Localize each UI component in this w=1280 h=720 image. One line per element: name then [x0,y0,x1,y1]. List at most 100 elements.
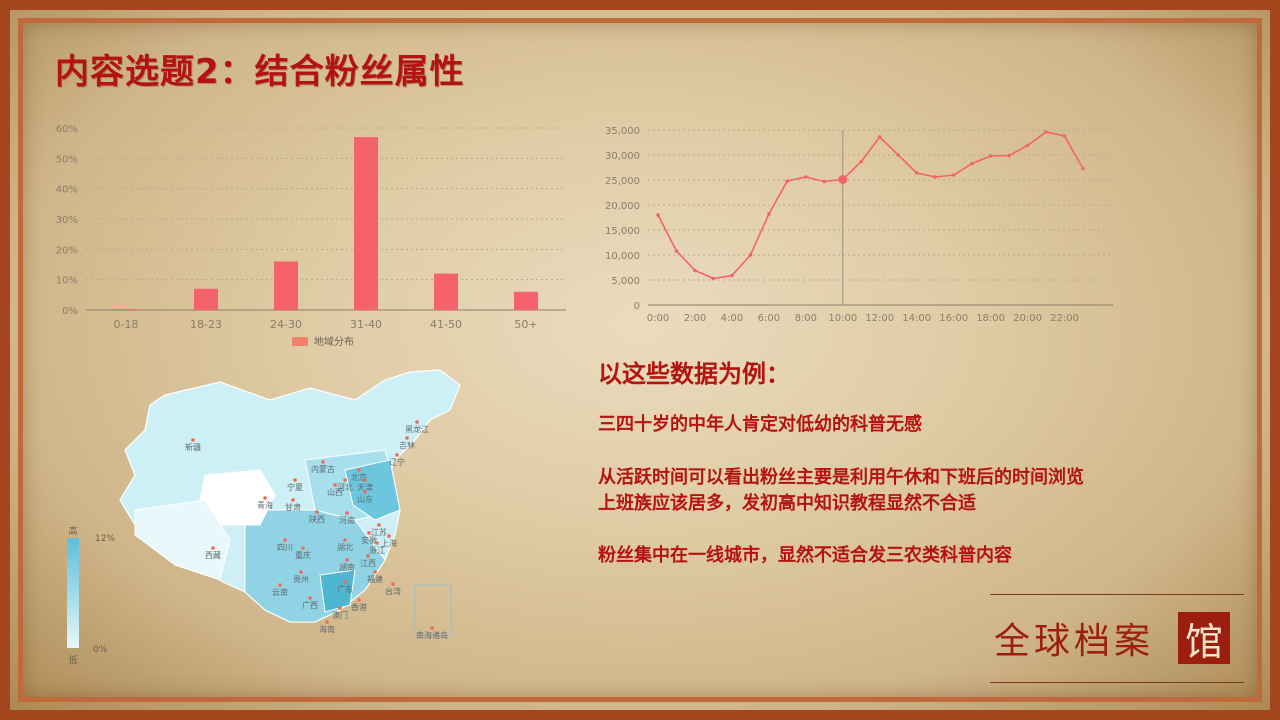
line-x-tick-label: 18:00 [976,313,1005,324]
bar-y-tick-label: 20% [56,245,78,256]
bar-x-tick-label: 24-30 [270,318,302,331]
line-point-20:00 [1025,143,1030,148]
map-label-湖南: 湖南 [339,562,355,572]
line-point-2:00 [693,268,697,273]
bar-legend-label: 地域分布 [314,335,354,348]
brand-logo: 全球档案 馆 [990,594,1244,684]
map-region-tibet [134,499,231,581]
map-label-甘肃: 甘肃 [285,502,301,512]
map-legend-min: 0% [93,645,108,655]
map-label-吉林: 吉林 [399,440,415,450]
map-dot-重庆 [301,546,305,550]
map-dot-山东 [363,490,367,494]
brand-rule-bottom [990,682,1244,683]
map-legend-max: 12% [95,534,115,544]
map-dot-四川 [283,538,287,542]
map-label-辽宁: 辽宁 [389,457,405,467]
map-dot-西藏 [211,546,215,550]
line-x-tick-label: 12:00 [865,313,894,324]
map-legend-high: 高 [68,525,77,537]
line-point-23:00 [1081,166,1085,171]
map-dot-浙江 [375,541,379,545]
map-label-河北: 河北 [337,482,353,492]
map-dot-新疆 [191,438,195,442]
map-dot-南海诸岛 [430,626,434,630]
map-dot-香港 [357,598,361,602]
line-point-22:00 [1062,134,1067,138]
map-dot-海南 [325,620,329,624]
brand-rule-top [990,594,1244,595]
map-label-浙江: 浙江 [369,545,385,555]
insights-heading: 以这些数据为例： [598,360,790,388]
line-x-tick-label: 4:00 [721,313,743,324]
line-point-1:00 [674,249,679,253]
map-dot-陕西 [315,510,319,514]
map-dot-山西 [333,483,337,487]
insight-age: 三四十岁的中年人肯定对低幼的科普无感 [598,414,922,435]
map-dot-澳门 [338,606,342,610]
line-y-tick-label: 25,000 [605,176,640,187]
line-point-7:00 [785,179,790,183]
bar-y-tick-label: 60% [56,124,78,135]
line-y-tick-label: 15,000 [605,226,640,237]
map-dot-云南 [278,583,282,587]
map-dot-江苏 [377,523,381,527]
insight-region: 粉丝集中在一线城市，显然不适合发三农类科普内容 [598,545,1012,566]
map-label-宁夏: 宁夏 [287,482,303,492]
bar-24-30 [274,261,298,310]
line-point-9:00 [822,179,827,184]
line-point-17:00 [970,161,974,166]
line-point-15:00 [933,175,937,179]
line-y-tick-label: 30,000 [605,151,640,162]
brand-box: 馆 [1178,612,1230,664]
map-region-guangdong [319,569,356,613]
insight-time-line1: 从活跃时间可以看出粉丝主要是利用午休和下班后的时间浏览 [598,467,1084,488]
map-dot-河南 [345,511,349,515]
bar-31-40 [354,137,378,310]
map-dot-台湾 [391,582,395,586]
line-point-13:00 [896,153,901,157]
bar-legend-swatch [292,337,308,346]
line-series [657,131,1084,280]
map-label-北京: 北京 [351,472,367,482]
map-label-内蒙古: 内蒙古 [311,464,335,474]
line-x-tick-label: 16:00 [939,313,968,324]
line-point-18:00 [988,154,993,158]
map-dot-内蒙古 [321,460,325,464]
insight-time-line2: 上班族应该居多，发初高中知识教程显然不合适 [598,493,976,514]
map-label-香港: 香港 [351,602,367,612]
line-point-10:00 [838,175,848,184]
map-label-广西: 广西 [302,600,318,610]
map-dot-广西 [308,596,312,600]
line-point-4:00 [730,273,734,278]
map-label-天津: 天津 [357,482,373,492]
bar-x-tick-label: 31-40 [350,318,382,331]
map-label-江西: 江西 [360,559,376,568]
map-region-qinghai [199,469,276,526]
map-dot-河北 [343,478,347,482]
bar-x-tick-label: 50+ [514,318,537,331]
bar-x-tick-label: 18-23 [190,318,222,331]
map-dot-北京 [357,468,361,472]
map-dot-天津 [363,478,367,482]
line-point-16:00 [951,173,956,177]
age-bar-chart: 0% 10% 20% 30% 40% 50% 60% 0-18 18-23 24-30 31-40 4… [56,124,566,348]
map-label-台湾: 台湾 [385,586,401,596]
line-x-tick-label: 10:00 [828,313,857,324]
line-x-tick-label: 20:00 [1013,313,1042,324]
bar-y-tick-label: 50% [56,154,78,165]
map-dot-甘肃 [291,498,295,502]
bar-y-tick-label: 40% [56,185,78,196]
line-x-tick-label: 0:00 [647,313,669,324]
line-y-tick-label: 0 [634,301,640,312]
line-x-tick-label: 6:00 [758,313,780,324]
line-point-0:00 [656,213,660,217]
bar-x-tick-label: 41-50 [430,318,462,331]
line-point-19:00 [1007,153,1011,158]
line-point-8:00 [804,175,808,179]
line-y-tick-label: 20,000 [605,201,640,212]
line-point-3:00 [711,276,716,281]
map-dot-江西 [366,554,370,558]
bar-0-18 [114,309,138,310]
